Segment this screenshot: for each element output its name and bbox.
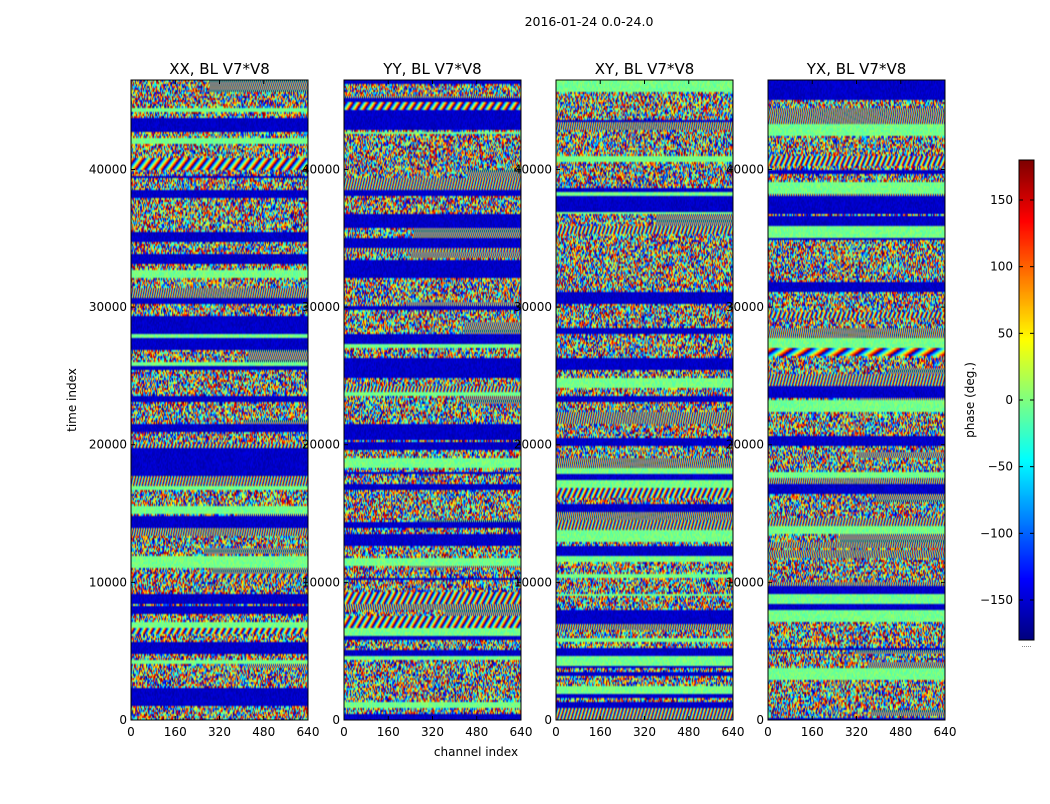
y-tick-label: 20000	[726, 438, 764, 452]
y-axis-label: time index	[65, 368, 79, 432]
colorbar-tick-label: −50	[988, 460, 1013, 474]
y-tick-label: 0	[332, 713, 340, 727]
panel-title: XY, BL V7*V8	[595, 60, 695, 78]
x-tick-label: 320	[421, 725, 444, 739]
y-tick-label: 10000	[726, 575, 764, 589]
x-tick-label: 480	[889, 725, 912, 739]
y-tick-label: 30000	[726, 300, 764, 314]
colorbar-tick-label: 100	[990, 260, 1013, 274]
y-tick-label: 30000	[89, 300, 127, 314]
heatmap-image-2	[556, 80, 733, 720]
x-tick-label: 160	[377, 725, 400, 739]
y-tick-label: 40000	[89, 162, 127, 176]
x-tick-label: 160	[589, 725, 612, 739]
heatmap-image-1	[344, 80, 521, 720]
colorbar-footnote: .....	[1022, 642, 1032, 649]
x-tick-label: 640	[934, 725, 957, 739]
panel-title: YX, BL V7*V8	[806, 60, 907, 78]
x-tick-label: 0	[340, 725, 348, 739]
colorbar-tick-label: 0	[1005, 393, 1013, 407]
x-tick-label: 640	[510, 725, 533, 739]
x-tick-label: 0	[552, 725, 560, 739]
y-tick-label: 20000	[514, 438, 552, 452]
y-tick-label: 40000	[302, 162, 340, 176]
heatmap-image-3	[768, 80, 945, 720]
x-tick-label: 480	[465, 725, 488, 739]
figure-suptitle: 2016-01-24 0.0-24.0	[525, 14, 654, 29]
x-tick-label: 480	[252, 725, 275, 739]
heatmap-panels: XX, BL V7*V8 0 160 320 480 640 0 10000 20000 3000…	[89, 60, 957, 739]
y-tick-label: 30000	[302, 300, 340, 314]
heatmap-panel-1: YY, BL V7*V8 0 160 320 480 640 0 10000 20000 3000…	[302, 60, 533, 739]
x-tick-label: 320	[845, 725, 868, 739]
x-tick-label: 160	[801, 725, 824, 739]
heatmap-panel-2: XY, BL V7*V8 0 160 320 480 640 0 10000 20000 3000…	[514, 60, 745, 739]
x-tick-label: 480	[677, 725, 700, 739]
x-tick-label: 640	[297, 725, 320, 739]
colorbar-tick-label: 50	[998, 326, 1013, 340]
panel-title: YY, BL V7*V8	[382, 60, 481, 78]
y-tick-label: 20000	[302, 438, 340, 452]
colorbar-tick-label: −150	[980, 593, 1013, 607]
x-tick-label: 160	[164, 725, 187, 739]
y-tick-label: 0	[119, 713, 127, 727]
y-tick-label: 10000	[514, 575, 552, 589]
x-tick-label: 0	[764, 725, 772, 739]
x-tick-label: 320	[633, 725, 656, 739]
panel-title: XX, BL V7*V8	[169, 60, 270, 78]
y-tick-label: 10000	[302, 575, 340, 589]
heatmap-panel-3: YX, BL V7*V8 0 160 320 480 640 0 10000 20000 3000…	[726, 60, 957, 739]
colorbar-label: phase (deg.)	[963, 362, 977, 438]
y-tick-label: 0	[544, 713, 552, 727]
x-axis-label: channel index	[434, 745, 518, 759]
x-tick-label: 640	[722, 725, 745, 739]
y-tick-label: 0	[756, 713, 764, 727]
y-tick-label: 40000	[726, 162, 764, 176]
y-tick-label: 30000	[514, 300, 552, 314]
y-tick-label: 20000	[89, 438, 127, 452]
x-tick-label: 320	[208, 725, 231, 739]
y-tick-label: 10000	[89, 575, 127, 589]
colorbar-tick-label: 150	[990, 193, 1013, 207]
x-tick-label: 0	[127, 725, 135, 739]
colorbar-tick-label: −100	[980, 526, 1013, 540]
colorbar: −150 −100 −50 0 50 100 150 phase (deg.).....	[963, 159, 1035, 649]
heatmap-panel-0: XX, BL V7*V8 0 160 320 480 640 0 10000 20000 3000…	[89, 60, 320, 739]
heatmap-image-0	[131, 80, 308, 720]
colorbar-gradient	[1019, 160, 1034, 640]
y-tick-label: 40000	[514, 162, 552, 176]
